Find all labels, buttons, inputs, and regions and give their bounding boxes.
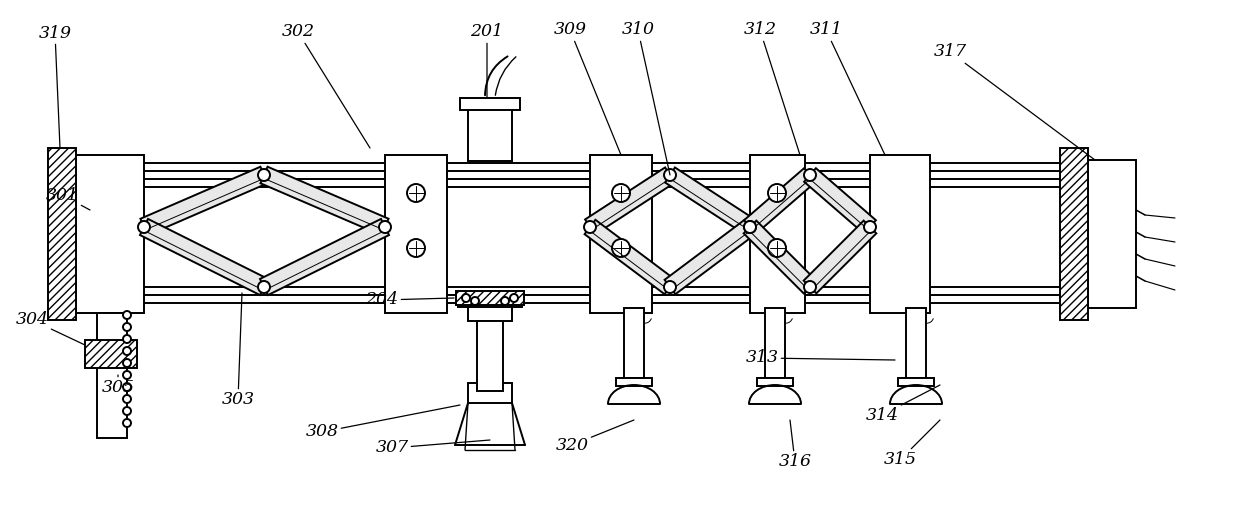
- Bar: [590, 155, 652, 313]
- Bar: [756, 378, 794, 386]
- Bar: [750, 155, 805, 313]
- Bar: [898, 378, 934, 386]
- Text: 204: 204: [366, 291, 454, 309]
- Text: 317: 317: [934, 44, 1095, 160]
- Polygon shape: [260, 167, 388, 236]
- Text: 315: 315: [883, 420, 940, 468]
- Circle shape: [123, 335, 131, 343]
- Circle shape: [768, 239, 786, 257]
- Text: 308: 308: [305, 405, 460, 440]
- Polygon shape: [744, 168, 816, 234]
- Bar: [870, 155, 930, 313]
- Circle shape: [864, 221, 875, 233]
- Circle shape: [123, 395, 131, 403]
- Circle shape: [123, 407, 131, 415]
- Polygon shape: [260, 219, 389, 295]
- Bar: [467, 383, 512, 403]
- Circle shape: [258, 169, 270, 181]
- Text: 319: 319: [38, 25, 72, 148]
- Text: 314: 314: [866, 385, 940, 423]
- Text: 311: 311: [810, 22, 885, 155]
- Text: 307: 307: [376, 439, 490, 457]
- Polygon shape: [744, 221, 816, 293]
- Circle shape: [463, 294, 470, 302]
- Text: 312: 312: [744, 22, 800, 155]
- Text: 320: 320: [556, 420, 634, 454]
- Circle shape: [123, 419, 131, 427]
- Text: 305: 305: [102, 375, 134, 396]
- Circle shape: [258, 281, 270, 293]
- Bar: [1087, 160, 1136, 308]
- Bar: [460, 98, 520, 110]
- Circle shape: [123, 371, 131, 379]
- Polygon shape: [665, 220, 755, 294]
- Circle shape: [123, 383, 131, 391]
- Bar: [97, 313, 126, 438]
- Text: 303: 303: [222, 293, 254, 409]
- Circle shape: [613, 184, 630, 202]
- Circle shape: [804, 169, 816, 181]
- Bar: [477, 321, 503, 391]
- Bar: [384, 155, 446, 313]
- Circle shape: [584, 221, 596, 233]
- Text: 309: 309: [553, 22, 621, 155]
- Circle shape: [663, 281, 676, 293]
- Circle shape: [768, 184, 786, 202]
- Circle shape: [744, 221, 756, 233]
- Polygon shape: [804, 168, 875, 234]
- Text: 316: 316: [779, 420, 811, 471]
- Bar: [624, 308, 644, 378]
- Circle shape: [407, 239, 425, 257]
- Bar: [1060, 148, 1087, 320]
- Bar: [76, 155, 144, 313]
- Circle shape: [501, 297, 508, 305]
- Bar: [458, 295, 522, 307]
- Circle shape: [510, 294, 518, 302]
- Bar: [467, 103, 512, 161]
- Circle shape: [123, 323, 131, 331]
- Text: 304: 304: [15, 311, 86, 345]
- Polygon shape: [804, 221, 877, 293]
- Circle shape: [379, 221, 391, 233]
- Circle shape: [123, 347, 131, 355]
- Bar: [48, 148, 76, 320]
- Circle shape: [663, 169, 676, 181]
- Text: 302: 302: [281, 24, 370, 148]
- Polygon shape: [585, 167, 675, 234]
- Text: 310: 310: [621, 22, 670, 175]
- Circle shape: [613, 239, 630, 257]
- Bar: [765, 308, 785, 378]
- Circle shape: [123, 311, 131, 319]
- Circle shape: [804, 281, 816, 293]
- Polygon shape: [584, 220, 676, 294]
- Bar: [467, 303, 512, 321]
- Text: 301: 301: [46, 186, 91, 210]
- Polygon shape: [665, 167, 755, 234]
- Circle shape: [407, 184, 425, 202]
- Bar: [86, 340, 136, 368]
- Circle shape: [123, 359, 131, 367]
- Circle shape: [138, 221, 150, 233]
- Bar: [456, 291, 525, 305]
- Bar: [616, 378, 652, 386]
- Polygon shape: [140, 219, 268, 295]
- Text: 313: 313: [745, 350, 895, 367]
- Circle shape: [744, 221, 756, 233]
- Circle shape: [471, 297, 479, 305]
- Polygon shape: [140, 167, 268, 235]
- Text: 201: 201: [470, 24, 503, 97]
- Bar: [906, 308, 926, 378]
